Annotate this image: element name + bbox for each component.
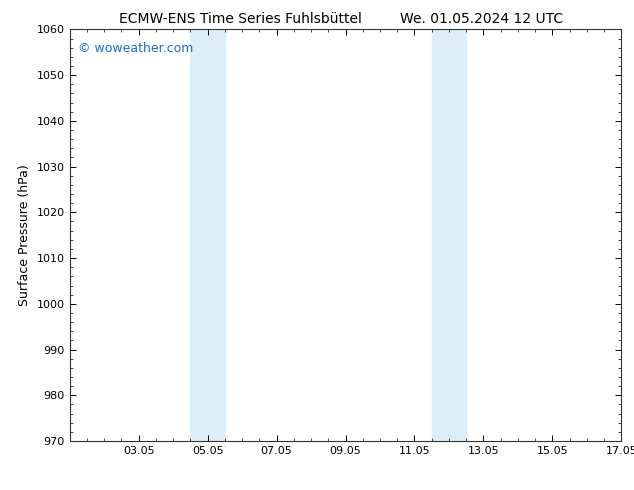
Bar xyxy=(190,29,225,441)
Text: We. 01.05.2024 12 UTC: We. 01.05.2024 12 UTC xyxy=(400,12,564,26)
Text: © woweather.com: © woweather.com xyxy=(78,42,193,55)
Bar xyxy=(432,29,466,441)
Text: ECMW-ENS Time Series Fuhlsbüttel: ECMW-ENS Time Series Fuhlsbüttel xyxy=(119,12,363,26)
Y-axis label: Surface Pressure (hPa): Surface Pressure (hPa) xyxy=(18,164,31,306)
